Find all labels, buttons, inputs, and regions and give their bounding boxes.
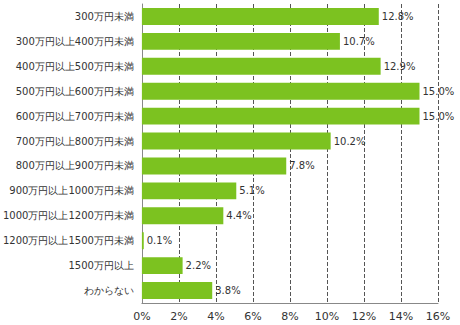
svg-text:800万円以上900万円未満: 800万円以上900万円未満 [16,160,134,171]
svg-text:12.8%: 12.8% [382,11,414,22]
svg-text:0.1%: 0.1% [147,235,172,246]
svg-text:15.0%: 15.0% [422,111,454,122]
svg-text:4.4%: 4.4% [226,210,251,221]
svg-text:5.1%: 5.1% [239,185,264,196]
svg-text:400万円以上500万円未満: 400万円以上500万円未満 [16,61,134,72]
svg-text:8%: 8% [281,310,298,323]
svg-text:10.2%: 10.2% [334,136,366,147]
svg-text:4%: 4% [207,310,224,323]
svg-text:0%: 0% [133,310,150,323]
svg-text:14%: 14% [389,310,413,323]
svg-text:2.2%: 2.2% [186,260,211,271]
svg-text:10.7%: 10.7% [343,36,375,47]
svg-text:2%: 2% [170,310,187,323]
svg-text:12.9%: 12.9% [384,61,416,72]
svg-text:3.8%: 3.8% [215,285,240,296]
svg-text:7.8%: 7.8% [289,160,314,171]
svg-text:1500万円以上: 1500万円以上 [68,260,133,271]
svg-text:6%: 6% [244,310,261,323]
svg-text:600万円以上700万円未満: 600万円以上700万円未満 [16,111,134,122]
svg-text:12%: 12% [352,310,376,323]
svg-text:500万円以上600万円未満: 500万円以上600万円未満 [16,86,134,97]
svg-text:1200万円以上1500万円未満: 1200万円以上1500万円未満 [3,235,134,246]
svg-text:300万円以上400万円未満: 300万円以上400万円未満 [16,36,134,47]
svg-text:900万円以上1000万円未満: 900万円以上1000万円未満 [9,185,134,196]
svg-text:15.0%: 15.0% [422,86,454,97]
svg-text:700万円以上800万円未満: 700万円以上800万円未満 [16,136,134,147]
svg-text:300万円未満: 300万円未満 [75,11,134,22]
svg-text:わからない: わからない [84,285,134,296]
svg-text:16%: 16% [426,310,450,323]
svg-text:1000万円以上1200万円未満: 1000万円以上1200万円未満 [3,210,134,221]
svg-text:10%: 10% [315,310,339,323]
